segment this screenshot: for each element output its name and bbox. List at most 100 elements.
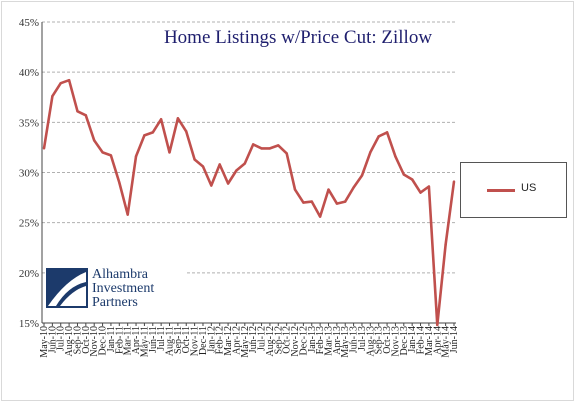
data-point: [385, 131, 389, 134]
x-tick-label: Feb-11: [114, 326, 125, 354]
x-tick-label: May-11: [139, 326, 150, 357]
x-tick-label: Sep-13: [374, 326, 385, 354]
x-tick-label: Feb-12: [215, 326, 226, 354]
data-point: [260, 147, 263, 150]
data-point: [243, 162, 247, 165]
x-tick-label: Feb-13: [315, 326, 326, 354]
x-tick-label: Oct-10: [81, 326, 92, 354]
data-point: [436, 323, 439, 327]
x-tick-label: Nov-10: [89, 326, 100, 357]
x-tick-label: Apr-14: [432, 326, 443, 355]
data-point: [118, 181, 121, 184]
data-point: [143, 134, 146, 137]
x-tick-label: May-12: [240, 326, 251, 358]
x-tick-label: Oct-13: [382, 326, 393, 354]
data-point: [335, 202, 339, 205]
data-point: [67, 78, 71, 82]
x-tick-label: May-13: [340, 326, 351, 358]
x-tick-label: Nov-13: [390, 326, 401, 357]
data-point: [277, 144, 280, 147]
data-point: [377, 135, 380, 138]
data-point: [444, 243, 447, 246]
data-point: [76, 110, 79, 113]
x-tick-label: Jul-13: [357, 326, 368, 351]
data-point: [151, 131, 154, 134]
x-tick-label: May-10: [39, 326, 50, 358]
data-point: [185, 130, 188, 133]
legend: US: [460, 162, 567, 218]
data-point: [159, 118, 163, 121]
x-tick-label: Feb-14: [416, 326, 427, 354]
data-point: [218, 163, 221, 166]
x-tick-label: Jan-13: [307, 326, 318, 353]
x-tick-label: Oct-11: [181, 326, 192, 353]
x-tick-label: Sep-10: [72, 326, 83, 354]
data-point: [285, 152, 288, 155]
data-point: [410, 178, 414, 181]
y-tick-label: 20%: [19, 268, 39, 280]
data-point: [452, 180, 456, 183]
alhambra-logo-icon: [46, 268, 88, 308]
data-point: [419, 191, 422, 194]
data-point: [235, 169, 238, 172]
data-point: [327, 188, 330, 191]
data-point: [352, 186, 355, 189]
x-tick-label: Nov-11: [190, 326, 201, 356]
x-tick-label: Aug-11: [165, 326, 176, 356]
data-point: [84, 114, 88, 117]
x-tick-label: Dec-11: [198, 326, 209, 355]
x-tick-label: Jan-14: [407, 326, 418, 353]
y-tick-label: 25%: [19, 218, 39, 230]
x-tick-label: Jun-13: [349, 326, 360, 353]
data-point: [42, 147, 46, 150]
y-tick-label: 15%: [19, 318, 39, 330]
x-tick-label: Dec-13: [399, 326, 410, 355]
logo-line-1: Alhambra: [92, 267, 148, 282]
x-tick-label: Jun-14: [449, 326, 460, 353]
x-tick-label: Oct-12: [282, 326, 293, 354]
y-tick-label: 45%: [19, 17, 39, 29]
data-point: [226, 182, 230, 185]
chart-title: Home Listings w/Price Cut: Zillow: [164, 27, 432, 48]
data-point: [126, 213, 129, 216]
logo-line-3: Partners: [92, 295, 138, 310]
x-tick-label: Jul-11: [156, 326, 167, 351]
y-tick-label: 35%: [19, 117, 39, 129]
data-point: [101, 151, 104, 154]
x-tick-label: Jun-10: [47, 326, 58, 353]
company-logo: Alhambra Investment Partners: [46, 266, 186, 312]
data-point: [268, 147, 272, 150]
x-tick-label: Apr-12: [231, 326, 242, 355]
x-tick-label: Nov-12: [290, 326, 301, 357]
data-point: [251, 143, 255, 146]
x-tick-label: Aug-12: [265, 326, 276, 357]
x-tick-label: Jan-11: [106, 326, 117, 352]
x-tick-label: Dec-12: [298, 326, 309, 355]
x-tick-label: Aug-13: [365, 326, 376, 357]
data-point: [109, 154, 113, 157]
data-point: [344, 200, 347, 203]
data-point: [193, 158, 196, 161]
series-line-us: [42, 78, 456, 327]
data-point: [293, 188, 297, 191]
data-point: [402, 173, 405, 176]
series-layer: [42, 78, 456, 327]
x-tick-label: Apr-13: [332, 326, 343, 355]
x-tick-label: Jan-12: [206, 326, 217, 353]
y-tick-label: 30%: [19, 168, 39, 180]
data-point: [93, 139, 96, 142]
data-point: [168, 151, 171, 154]
data-point: [134, 155, 138, 158]
data-point: [394, 155, 397, 158]
data-point: [310, 200, 313, 203]
gridlines: [42, 21, 456, 274]
data-point: [318, 215, 322, 218]
logo-line-2: Investment: [92, 281, 155, 296]
data-point: [59, 82, 62, 85]
x-tick-label: Sep-12: [273, 326, 284, 354]
data-point: [360, 174, 364, 177]
data-point: [369, 151, 372, 154]
data-point: [427, 185, 431, 188]
x-tick-label: Jul-10: [56, 326, 67, 351]
